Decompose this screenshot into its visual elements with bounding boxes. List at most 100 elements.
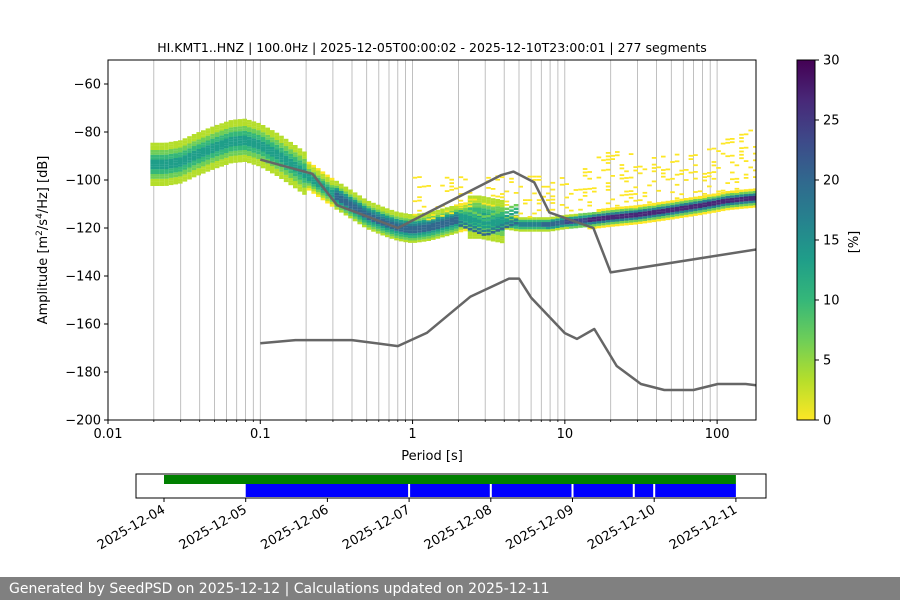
heatmap-cell	[638, 172, 643, 175]
heatmap-cell	[472, 198, 477, 201]
heatmap-cell	[352, 197, 358, 200]
heatmap-cell	[550, 226, 556, 229]
heatmap-cell	[674, 216, 680, 219]
heatmap-cell	[214, 146, 220, 149]
timeline-date-label: 2025-12-11	[667, 502, 740, 553]
heatmap-cell	[256, 149, 261, 152]
heatmap-cell	[532, 222, 537, 225]
heatmap-cell	[504, 220, 510, 223]
heatmap-cell	[486, 232, 491, 236]
heatmap-cell	[178, 171, 183, 174]
heatmap-cell	[398, 229, 404, 232]
heatmap-cell	[316, 184, 321, 188]
heatmap-cell	[500, 196, 505, 199]
heatmap-cell	[481, 208, 487, 211]
heatmap-cell	[247, 129, 252, 132]
heatmap-cell	[490, 227, 496, 230]
heatmap-cell	[348, 203, 353, 207]
heatmap-cell	[334, 183, 339, 186]
heatmap-cell	[279, 150, 284, 153]
heatmap-cell	[385, 208, 390, 211]
heatmap-cell	[385, 220, 390, 223]
heatmap-cell	[490, 200, 496, 204]
heatmap-cell	[408, 228, 413, 231]
heatmap-cell	[559, 227, 565, 230]
heatmap-cell	[173, 155, 178, 158]
heatmap-cell	[210, 145, 215, 149]
heatmap-cell	[385, 234, 390, 238]
heatmap-cell	[693, 171, 698, 173]
heatmap-cell	[191, 170, 197, 173]
heatmap-cell	[513, 216, 519, 220]
heatmap-cell	[536, 226, 542, 230]
x-axis-label: Period [s]	[401, 449, 463, 464]
heatmap-cell	[182, 159, 188, 163]
heatmap-cell	[624, 208, 629, 211]
heatmap-cell	[270, 139, 275, 143]
heatmap-cell	[224, 157, 229, 161]
heatmap-cell	[458, 199, 464, 202]
heatmap-cell	[454, 219, 459, 222]
heatmap-cell	[665, 217, 671, 221]
heatmap-cell	[541, 224, 546, 227]
heatmap-cell	[421, 227, 427, 230]
heatmap-cell	[283, 146, 289, 149]
heatmap-cell	[159, 149, 165, 153]
heatmap-cell	[366, 203, 372, 206]
heatmap-cell	[748, 188, 753, 192]
heatmap-cell	[454, 223, 459, 227]
heatmap-cell	[624, 210, 629, 214]
heatmap-cell	[371, 222, 376, 225]
heatmap-cell	[274, 159, 280, 162]
heatmap-cell	[481, 202, 487, 205]
heatmap-cell	[274, 147, 280, 150]
heatmap-cell	[329, 201, 335, 205]
heatmap-cell	[164, 176, 169, 179]
heatmap-cell	[159, 145, 165, 148]
heatmap-cell	[173, 172, 178, 175]
heatmap-cell	[444, 221, 450, 225]
heatmap-cell	[233, 160, 238, 163]
heatmap-cell	[178, 140, 183, 143]
heatmap-cell	[711, 203, 717, 206]
heatmap-cell	[624, 218, 629, 221]
heatmap-cell	[454, 226, 459, 229]
heatmap-cell	[283, 158, 289, 161]
heatmap-cell	[233, 136, 238, 139]
heatmap-cell	[293, 154, 298, 158]
x-tick-label: 100	[705, 427, 730, 442]
heatmap-cell	[348, 201, 353, 204]
heatmap-cell	[523, 229, 528, 232]
heatmap-cell	[495, 203, 500, 207]
heatmap-cell	[431, 225, 436, 228]
y-label-part-2: /s	[36, 219, 51, 230]
heatmap-cell	[173, 145, 178, 149]
heatmap-cell	[168, 168, 174, 171]
heatmap-cell	[734, 197, 740, 200]
heatmap-cell	[605, 152, 611, 154]
heatmap-cell	[449, 232, 454, 235]
heatmap-cell	[527, 219, 533, 223]
heatmap-cell	[297, 165, 303, 168]
heatmap-cell	[311, 169, 316, 173]
heatmap-cell	[661, 155, 666, 158]
heatmap-cell	[435, 229, 441, 232]
heatmap-cell	[348, 215, 353, 219]
timeline-date-label: 2025-12-07	[340, 502, 413, 553]
heatmap-cell	[458, 222, 464, 226]
heatmap-cell	[596, 211, 602, 214]
heatmap-cell	[237, 135, 243, 139]
heatmap-cell	[251, 152, 257, 156]
heatmap-cell	[251, 131, 257, 134]
heatmap-cell	[638, 165, 643, 168]
heatmap-cell	[325, 181, 330, 185]
heatmap-cell	[159, 161, 165, 165]
heatmap-cell	[601, 220, 606, 223]
heatmap-cell	[467, 227, 473, 231]
heatmap-cell	[256, 139, 261, 143]
heatmap-cell	[734, 204, 740, 207]
heatmap-cell	[518, 222, 523, 225]
heatmap-cell	[178, 173, 183, 177]
heatmap-cell	[412, 223, 418, 227]
heatmap-cell	[320, 171, 326, 174]
